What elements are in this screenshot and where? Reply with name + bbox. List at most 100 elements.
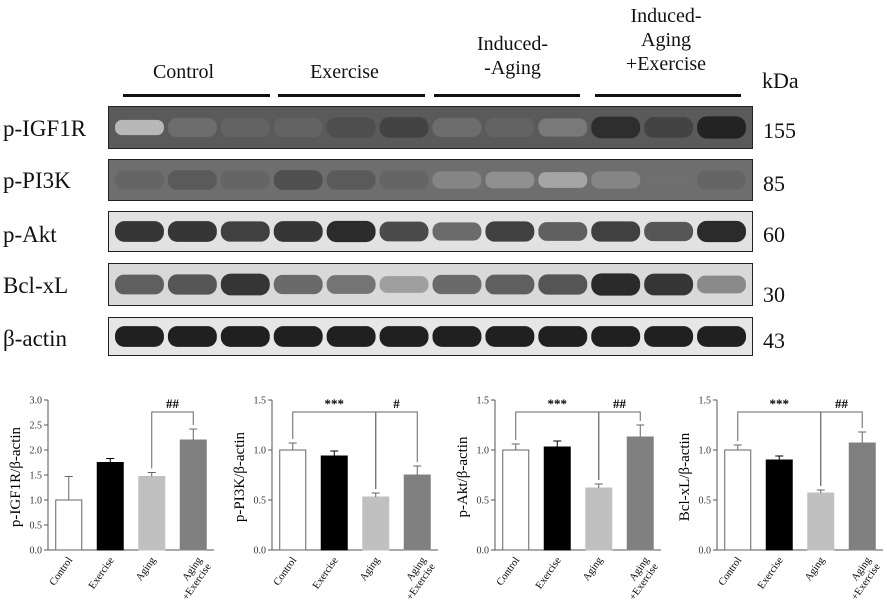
- blot-bcl-xl: [108, 263, 753, 306]
- blot-band: [379, 326, 429, 347]
- y-tick-label: 0.0: [254, 546, 267, 557]
- category-label-line: Aging: [803, 555, 827, 583]
- category-label: Aging: [581, 555, 605, 583]
- group-label-exercise-line: Exercise: [310, 61, 379, 83]
- blot-band: [697, 326, 746, 347]
- blot-beta-actin: [108, 317, 753, 356]
- significance-bracket: [820, 411, 863, 486]
- bar: [765, 459, 793, 551]
- category-label-line: Exercise: [756, 555, 786, 591]
- y-tick-label: 0.0: [699, 546, 712, 557]
- blot-p-pi3k: [108, 159, 753, 201]
- blot-band: [379, 276, 429, 293]
- y-tick-label: 1.5: [699, 396, 712, 407]
- row-label-beta-actin: β-actin: [3, 326, 68, 351]
- category-label: Aging+Exercise: [172, 555, 215, 603]
- blot-band: [538, 222, 588, 241]
- blot-band: [273, 221, 323, 242]
- bar: [543, 446, 571, 551]
- category-label: Aging: [134, 555, 158, 583]
- bar-chart-p-igf1r: p-IGF1R/β-actin 0.0 0.5 1.0 1.5 2.0 2.5 3.0 Cont…: [8, 396, 215, 603]
- y-tick-label: 0.5: [699, 496, 712, 507]
- category-label-line: Exercise: [534, 555, 564, 591]
- blot-band: [485, 326, 535, 347]
- bar: [96, 462, 124, 551]
- group-label-exercise: Exercise: [292, 60, 397, 84]
- y-tick-label: 0.0: [477, 546, 490, 557]
- blot-band: [538, 274, 588, 295]
- blot-band: [326, 170, 376, 190]
- y-tick-label: 0.5: [30, 521, 43, 532]
- category-label: Control: [495, 555, 522, 588]
- group-label-induced-aging-line2: -Aging: [484, 57, 541, 79]
- blot-band: [326, 275, 376, 294]
- bar: [362, 496, 390, 551]
- y-tick-label: 1.5: [30, 471, 43, 482]
- blot-band: [273, 117, 323, 138]
- category-label-line: Aging: [134, 555, 158, 583]
- blot-band: [432, 171, 482, 189]
- category-label: Aging: [358, 555, 382, 583]
- blot-band: [273, 274, 323, 295]
- y-tick-label: 0.0: [30, 546, 43, 557]
- blot-band: [591, 273, 641, 296]
- blot-band: [379, 170, 429, 190]
- blot-band: [591, 221, 641, 242]
- kda-p-igf1r: 155: [763, 118, 796, 143]
- bar: [724, 449, 752, 551]
- bar: [279, 449, 307, 551]
- blot-band: [591, 171, 641, 189]
- blot-band: [697, 220, 746, 243]
- significance-label: ***: [548, 396, 568, 411]
- group-label-iae-line3: +Exercise: [625, 53, 707, 75]
- blot-p-igf1r: [108, 106, 753, 149]
- category-label: Exercise: [311, 555, 341, 591]
- group-line-exercise: [278, 94, 425, 97]
- blot-band: [644, 117, 694, 138]
- category-label: Aging: [803, 555, 827, 583]
- bar: [502, 449, 530, 551]
- category-label-line: Aging: [358, 555, 382, 583]
- group-label-induced-aging-exercise: Induced- Aging +Exercise: [598, 4, 734, 76]
- blot-band: [167, 118, 217, 137]
- bar: [55, 499, 83, 551]
- y-tick-label: 3.0: [30, 396, 43, 407]
- category-label-line: Aging: [581, 555, 605, 583]
- blot-band: [591, 116, 641, 139]
- bar: [848, 442, 876, 551]
- kda-p-pi3k: 85: [763, 171, 785, 196]
- blot-band: [591, 326, 641, 347]
- blot-band: [538, 172, 588, 188]
- blot-band: [379, 221, 429, 242]
- blot-band: [326, 326, 376, 347]
- category-label: Aging+Exercise: [841, 555, 884, 603]
- y-tick-label: 1.5: [254, 396, 267, 407]
- y-tick-label: 2.5: [30, 421, 43, 432]
- category-label-line: Exercise: [311, 555, 341, 591]
- y-tick-label: 0.5: [477, 496, 490, 507]
- blot-band: [538, 118, 588, 137]
- bar: [403, 474, 431, 551]
- significance-label: ***: [325, 396, 345, 411]
- bar: [807, 492, 835, 551]
- y-tick-label: 2.0: [30, 446, 43, 457]
- blot-band: [220, 221, 270, 242]
- significance-label: ***: [770, 396, 790, 411]
- blot-band: [220, 273, 270, 296]
- blot-band: [326, 117, 376, 138]
- y-tick-label: 0.5: [254, 496, 267, 507]
- group-label-iae-line2: Aging: [641, 29, 691, 51]
- y-axis-label: p-IGF1R/β-actin: [8, 426, 24, 527]
- bar-chart-p-akt: p-Akt/β-actin 0.0 0.5 1.0 1.5 Control Exercise…: [455, 396, 661, 602]
- significance-bracket: [151, 411, 194, 469]
- significance-bracket: [375, 411, 418, 489]
- blot-band: [115, 221, 164, 242]
- blot-band: [644, 221, 694, 242]
- group-line-control: [123, 94, 270, 97]
- blot-band: [644, 273, 694, 296]
- group-label-control-line: Control: [152, 61, 215, 83]
- blot-p-akt: [108, 211, 753, 252]
- blot-band: [220, 117, 270, 138]
- category-label-line: Control: [717, 555, 744, 588]
- group-label-induced-aging-line1: Induced-: [476, 33, 549, 55]
